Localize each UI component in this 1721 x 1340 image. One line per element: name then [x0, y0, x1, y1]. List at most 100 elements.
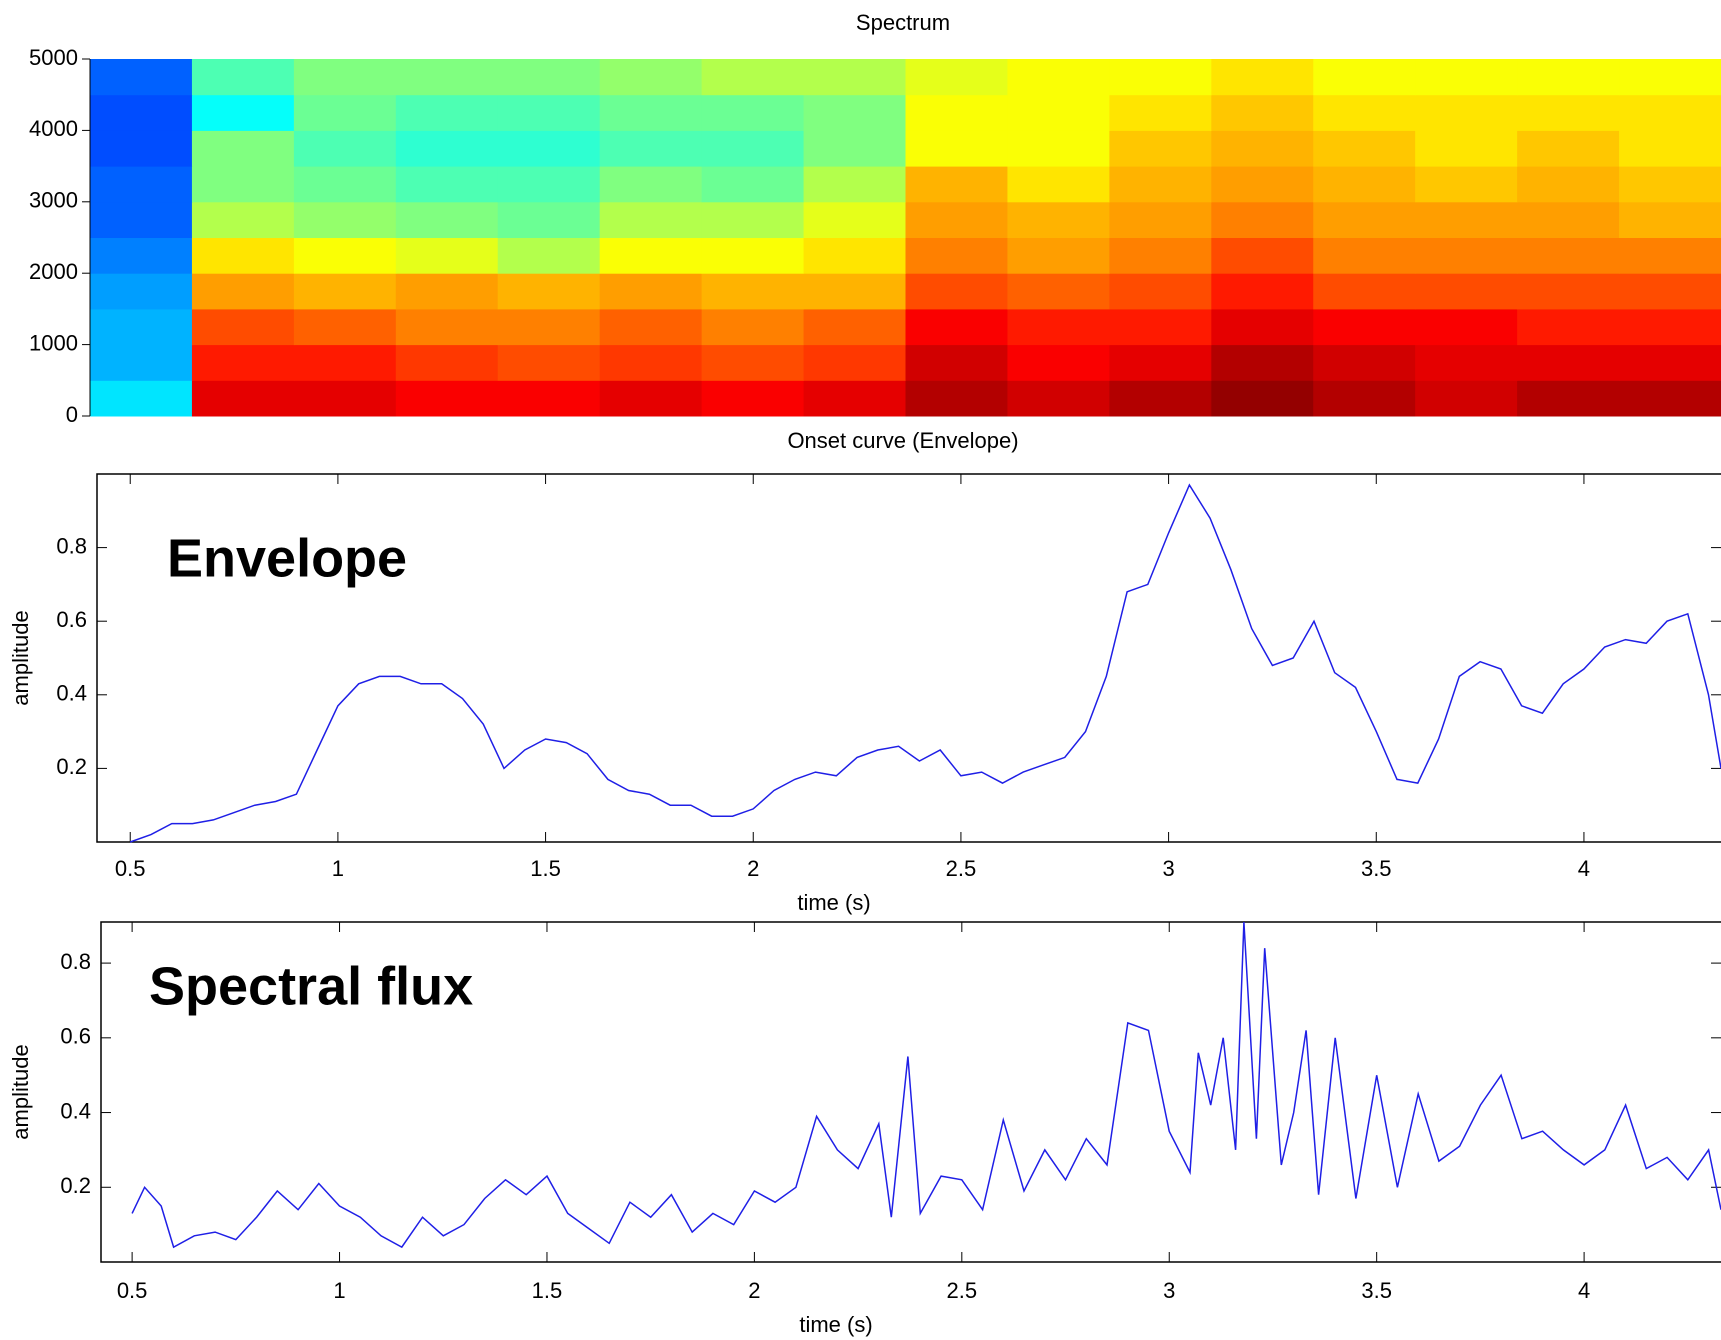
heat-cell [395, 130, 499, 167]
heat-cell [1211, 201, 1314, 238]
heat-cell [191, 166, 295, 203]
heat-cell [701, 166, 805, 203]
heat-cell [905, 94, 1008, 131]
heat-cell [395, 237, 499, 274]
heat-cell [1109, 380, 1212, 417]
heat-cell [1517, 273, 1620, 310]
heat-cell [90, 308, 193, 346]
heat-cell [1313, 201, 1416, 238]
heat-cell [293, 308, 397, 346]
x-tick-label: 1.5 [530, 856, 561, 881]
heat-cell [1619, 166, 1721, 203]
heat-cell [1211, 237, 1314, 274]
heat-cell [1415, 344, 1518, 381]
heat-cell [905, 130, 1008, 167]
heat-cell [191, 130, 295, 167]
y-tick-label: 0.8 [60, 949, 91, 974]
x-tick-label: 1 [333, 1278, 345, 1303]
heat-cell [90, 344, 193, 381]
heat-cell [497, 201, 601, 238]
heat-cell [1109, 201, 1212, 238]
heat-cell [1211, 344, 1314, 381]
heat-cell [1415, 201, 1518, 238]
heat-cell [497, 237, 601, 274]
heat-cell [497, 130, 601, 167]
y-tick-label: 0.6 [60, 1024, 91, 1049]
x-tick-label: 0.5 [117, 1278, 148, 1303]
heat-cell [395, 94, 499, 131]
heat-cell [293, 380, 397, 417]
heat-cell [293, 59, 397, 96]
heat-cell [395, 344, 499, 381]
heat-cell [191, 380, 295, 417]
heat-cell [497, 94, 601, 131]
heat-cell [803, 308, 906, 346]
heat-cell [599, 130, 703, 167]
heat-cell [1313, 308, 1416, 346]
heat-cell [1211, 59, 1314, 96]
heat-cell [1415, 237, 1518, 274]
x-tick-label: 2.5 [946, 856, 977, 881]
y-tick-label: 5000 [29, 45, 78, 70]
heat-cell [1415, 380, 1518, 417]
heat-cell [905, 308, 1008, 346]
heat-cell [1517, 308, 1620, 346]
heat-cell [701, 308, 805, 346]
heat-cell [701, 237, 805, 274]
x-tick-label: 1.5 [532, 1278, 563, 1303]
heat-cell [701, 130, 805, 167]
heat-cell [1313, 273, 1416, 310]
heat-cell [701, 380, 805, 417]
annotation: Spectral flux [149, 956, 473, 1016]
heat-cell [191, 59, 295, 96]
heat-cell [1619, 344, 1721, 381]
heat-cell [1619, 308, 1721, 346]
heat-cell [1211, 130, 1314, 167]
heat-cell [395, 166, 499, 203]
heat-cell [803, 59, 906, 96]
y-tick-label: 0.6 [56, 607, 87, 632]
heat-cell [1109, 237, 1212, 274]
heat-cell [599, 273, 703, 310]
heat-cell [599, 308, 703, 346]
heat-cell [905, 166, 1008, 203]
heat-cell [599, 380, 703, 417]
heat-cell [599, 344, 703, 381]
y-axis-label: amplitude [8, 1044, 33, 1139]
heat-cell [1211, 94, 1314, 131]
heat-cell [497, 344, 601, 381]
heat-cell [701, 59, 805, 96]
heat-cell [1313, 166, 1416, 203]
y-tick-label: 0 [66, 402, 78, 427]
heat-cell [293, 130, 397, 167]
heat-cell [90, 94, 193, 131]
heat-cell [90, 380, 193, 417]
heat-cell [1109, 344, 1212, 381]
heat-cell [905, 273, 1008, 310]
heat-cell [803, 344, 906, 381]
y-tick-label: 0.4 [60, 1098, 91, 1123]
chart-title: Onset curve (Envelope) [787, 428, 1018, 453]
heat-cell [1415, 94, 1518, 131]
heat-cell [1007, 273, 1110, 310]
heat-cell [599, 166, 703, 203]
heat-cell [90, 130, 193, 167]
x-tick-label: 2 [747, 856, 759, 881]
heat-cell [497, 308, 601, 346]
x-tick-label: 0.5 [115, 856, 146, 881]
heat-cell [191, 308, 295, 346]
heat-cell [497, 273, 601, 310]
x-tick-label: 3 [1163, 1278, 1175, 1303]
heat-cell [1007, 166, 1110, 203]
chart-title: Spectrum [856, 10, 950, 35]
heat-cell [1007, 59, 1110, 96]
heat-cell [1007, 237, 1110, 274]
heat-cell [599, 59, 703, 96]
heat-cell [1109, 166, 1212, 203]
heat-cell [90, 237, 193, 274]
x-axis-label: time (s) [797, 890, 870, 915]
heat-cell [191, 237, 295, 274]
annotation: Envelope [167, 528, 407, 588]
heat-cell [1415, 130, 1518, 167]
x-tick-label: 1 [332, 856, 344, 881]
